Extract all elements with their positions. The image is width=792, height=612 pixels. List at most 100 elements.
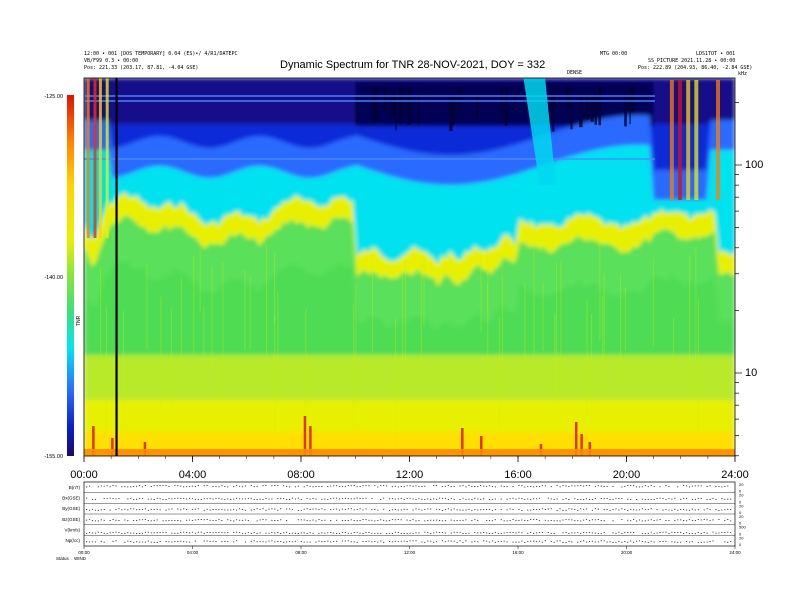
panel-data-dot xyxy=(391,498,394,500)
panel-data-dot xyxy=(344,532,346,533)
panel-data-dot xyxy=(412,540,414,542)
panel-data-dot xyxy=(309,520,311,522)
panel-data-dot xyxy=(468,532,470,534)
panel-data-dot xyxy=(588,541,591,542)
panel-data-dot xyxy=(171,519,173,521)
panel-data-dot xyxy=(215,486,217,487)
panel-data-dot xyxy=(365,497,367,499)
panel-data-dot xyxy=(100,509,102,511)
panel-data-dot xyxy=(433,498,435,500)
panel-data-dot xyxy=(559,486,561,488)
panel-data-dot xyxy=(350,519,352,521)
panel-data-dot xyxy=(312,498,314,499)
panel-data-dot xyxy=(418,532,420,534)
panel-data-dot xyxy=(580,485,582,487)
panel-data-dot xyxy=(730,498,732,500)
panel-data-dot xyxy=(412,498,414,500)
panel-data-dot xyxy=(165,541,167,542)
panel-data-dot xyxy=(709,520,711,521)
dropout-streak xyxy=(579,93,583,128)
panel-data-dot xyxy=(203,540,205,542)
panel-data-dot xyxy=(533,519,535,521)
panel-data-dot xyxy=(609,541,611,543)
faint-streak xyxy=(542,282,544,351)
dropout-streak xyxy=(553,86,558,109)
panel-data-dot xyxy=(153,499,155,500)
panel-data-dot xyxy=(362,485,364,486)
panel-data-dot xyxy=(383,497,385,499)
panel-data-dot xyxy=(147,531,149,533)
panel-data-dot xyxy=(538,486,541,487)
panel-data-dot xyxy=(568,508,570,510)
panel-data-dot xyxy=(394,519,396,521)
panel-data-dot xyxy=(212,509,214,511)
panel-data-dot xyxy=(209,519,211,521)
panel-data-dot xyxy=(162,532,164,533)
panel-data-dot xyxy=(271,485,273,487)
panel-data-dot xyxy=(406,519,408,521)
panel-data-dot xyxy=(703,509,705,511)
panel-data-dot xyxy=(441,498,444,499)
panel-data-dot xyxy=(112,485,114,486)
panel-data-dot xyxy=(185,519,188,521)
panel-data-dot xyxy=(138,519,141,521)
panel-data-dot xyxy=(683,498,685,499)
panel-data-dot xyxy=(400,497,402,499)
panel-data-dot xyxy=(247,520,249,521)
panel-data-dot xyxy=(288,508,291,510)
panel-data-dot xyxy=(324,509,326,511)
panel-data-dot xyxy=(477,509,479,511)
panel-data-dot xyxy=(394,531,396,533)
panel-data-dot xyxy=(641,540,644,542)
panel-data-dot xyxy=(415,520,417,522)
panel-data-dot xyxy=(591,540,594,542)
panel-data-dot xyxy=(115,540,117,542)
panel-data-dot xyxy=(588,485,591,486)
panel-data-dot xyxy=(730,541,732,542)
panel-data-dot xyxy=(515,498,517,500)
panel-data-dot xyxy=(409,497,411,499)
panel-data-dot xyxy=(253,532,255,533)
panel-data-dot xyxy=(159,532,161,533)
panel-data-dot xyxy=(427,540,429,542)
panel-data-dot xyxy=(583,508,585,510)
panel-data-dot xyxy=(338,509,341,511)
panel-data-dot xyxy=(659,541,661,542)
panel-data-dot xyxy=(465,533,467,534)
panel-data-dot xyxy=(488,509,491,510)
panel-data-dot xyxy=(159,541,161,542)
panel-data-dot xyxy=(109,486,111,488)
panel-data-dot xyxy=(330,541,332,543)
panel-data-dot xyxy=(585,519,588,520)
hot-streak xyxy=(105,78,109,238)
panel-data-dot xyxy=(721,498,723,499)
panel-data-dot xyxy=(97,520,99,522)
panel-data-dot xyxy=(430,498,432,500)
panel-data-dot xyxy=(103,509,105,510)
panel-data-dot xyxy=(400,486,402,487)
faint-streak xyxy=(274,316,276,437)
panel-data-dot xyxy=(185,541,188,543)
panel-data-dot xyxy=(494,498,496,500)
panel-data-dot xyxy=(118,532,120,534)
panel-data-dot xyxy=(177,532,179,534)
dropout-streak xyxy=(594,91,597,125)
panel-data-dot xyxy=(115,509,117,510)
panel-data-dot xyxy=(86,486,88,488)
panel-data-dot xyxy=(665,531,667,533)
panel-data-dot xyxy=(333,485,335,487)
panel-data-dot xyxy=(594,532,596,534)
panel-data-dot xyxy=(503,540,505,542)
panel-data-dot xyxy=(256,533,258,534)
panel-data-dot xyxy=(103,541,105,543)
panel-data-dot xyxy=(380,499,382,500)
panel-data-dot xyxy=(335,540,338,542)
panel-data-dot xyxy=(685,532,688,534)
panel-data-dot xyxy=(435,485,438,486)
panel-data-dot xyxy=(509,508,511,510)
panel-data-dot xyxy=(180,497,182,499)
panel-data-dot xyxy=(206,485,208,486)
dropout-streak xyxy=(389,90,392,118)
panel-data-dot xyxy=(438,497,441,499)
